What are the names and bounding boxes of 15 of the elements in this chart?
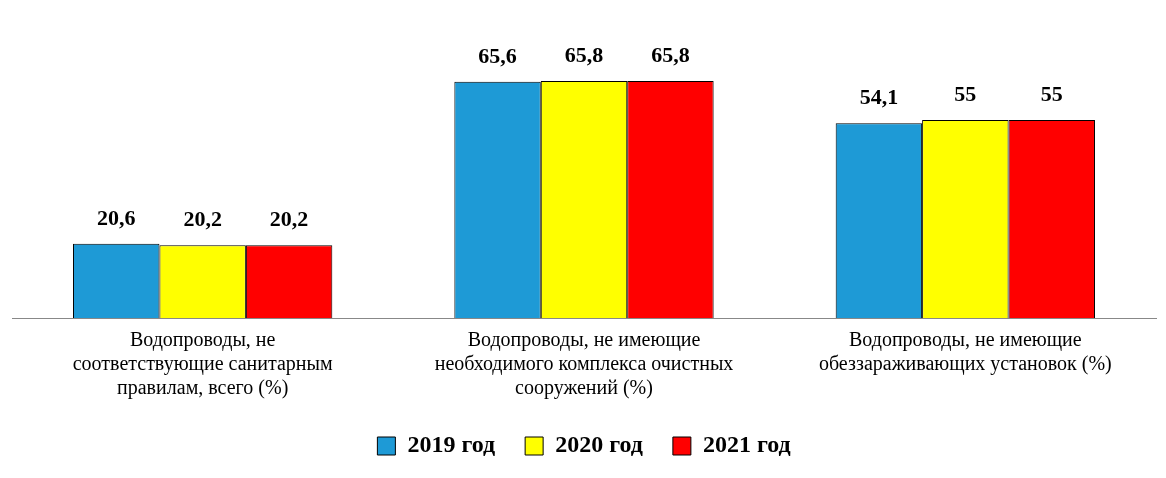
x-tick-label: Водопроводы, не имеющие необходимого комплекса очистных сооружений (%) — [434, 328, 734, 400]
legend-label: 2019 год — [407, 431, 496, 458]
x-tick-label: Водопроводы, не имеющие обеззараживающих установок (%) — [818, 328, 1112, 376]
data-label: 55 — [954, 80, 977, 106]
data-label: 65,8 — [651, 41, 690, 67]
data-label: 20,2 — [269, 205, 309, 231]
x-tick-label: Водопроводы, не соответствующие санитарным правилам, всего (%) — [72, 328, 333, 400]
data-label: 20,6 — [96, 204, 136, 230]
data-label: 20,2 — [183, 205, 222, 231]
data-label: 65,8 — [564, 41, 604, 67]
legend-label: 2020 год — [555, 431, 643, 458]
data-label: 54,1 — [859, 83, 899, 109]
data-label: 65,6 — [478, 42, 517, 68]
legend-label: 2021 год — [702, 431, 791, 458]
data-label: 55 — [1040, 80, 1063, 106]
